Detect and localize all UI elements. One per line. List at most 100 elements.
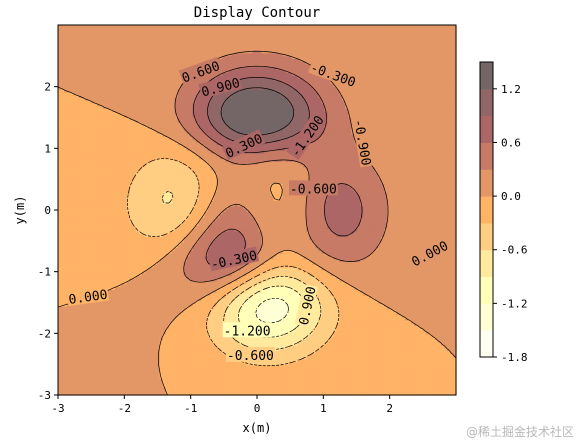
contour-band-cell — [66, 325, 71, 329]
contour-band-cell — [78, 369, 83, 374]
contour-band-cell — [108, 228, 113, 232]
contour-band-cell — [105, 91, 110, 96]
contour-band-cell — [111, 378, 116, 382]
contour-band-cell — [90, 236, 95, 240]
contour-band-cell — [99, 228, 104, 232]
contour-band-cell — [90, 241, 95, 246]
contour-band-cell — [84, 44, 89, 48]
contour-band-cell — [102, 147, 107, 151]
contour-band-cell — [99, 372, 104, 377]
contour-band-cell — [87, 322, 92, 327]
contour-band-cell — [108, 105, 113, 110]
contour-band-cell — [102, 144, 107, 149]
contour-band-cell — [87, 86, 92, 90]
contour-band-cell — [87, 353, 92, 357]
contour-band-cell — [60, 136, 65, 140]
contour-band-cell — [111, 219, 116, 224]
contour-band-cell — [58, 244, 62, 249]
contour-band-cell — [60, 25, 65, 29]
contour-band-cell — [96, 214, 101, 218]
contour-band-cell — [58, 292, 62, 296]
contour-band-cell — [63, 127, 68, 132]
contour-band-cell — [66, 108, 71, 112]
contour-band-cell — [63, 75, 68, 79]
contour-band-cell — [96, 350, 101, 354]
contour-band-cell — [87, 52, 92, 57]
contour-band-cell — [93, 102, 98, 107]
contour-band-cell — [114, 369, 119, 374]
contour-band-cell — [75, 108, 80, 112]
contour-band-cell — [81, 144, 86, 149]
contour-band-cell — [102, 367, 107, 371]
contour-band-cell — [60, 272, 65, 276]
contour-band-cell — [58, 219, 62, 224]
contour-band-cell — [93, 205, 98, 210]
contour-band-cell — [87, 58, 92, 62]
contour-band-cell — [105, 303, 110, 307]
contour-band-cell — [90, 144, 95, 149]
contour-band-cell — [102, 33, 107, 37]
contour-band-cell — [93, 75, 98, 79]
contour-band-cell — [63, 230, 68, 235]
contour-band-cell — [66, 280, 71, 285]
contour-band-cell — [75, 83, 80, 87]
contour-band-cell — [84, 150, 89, 154]
contour-band-cell — [58, 222, 62, 226]
contour-band-cell — [78, 378, 83, 382]
contour-band-cell — [78, 155, 83, 160]
contour-band-cell — [60, 283, 65, 288]
contour-band-cell — [108, 275, 113, 279]
contour-band-cell — [72, 275, 77, 279]
contour-band-cell — [108, 292, 113, 296]
contour-band-cell — [93, 55, 98, 59]
contour-band-cell — [87, 194, 92, 199]
contour-band-cell — [96, 236, 101, 240]
contour-band-cell — [63, 180, 68, 185]
contour-band-cell — [84, 372, 89, 377]
contour-band-cell — [58, 389, 62, 393]
contour-band-cell — [111, 161, 116, 165]
contour-band-cell — [84, 178, 89, 182]
contour-band-cell — [75, 125, 80, 129]
contour-band-cell — [99, 255, 104, 260]
contour-band-cell — [96, 166, 101, 171]
contour-band-cell — [102, 161, 107, 165]
contour-band-cell — [87, 125, 92, 129]
contour-band-cell — [90, 244, 95, 249]
contour-band-cell — [111, 339, 116, 343]
contour-band-cell — [108, 356, 113, 360]
contour-band-cell — [99, 150, 104, 154]
contour-band-cell — [93, 72, 98, 76]
contour-band-cell — [84, 158, 89, 162]
contour-band-cell — [102, 114, 107, 118]
contour-band-cell — [66, 392, 71, 396]
contour-band-cell — [66, 322, 71, 327]
contour-band-cell — [90, 88, 95, 93]
contour-band-cell — [102, 328, 107, 332]
contour-band-cell — [75, 267, 80, 271]
contour-band-cell — [96, 152, 101, 157]
contour-band-cell — [90, 180, 95, 185]
contour-band-cell — [58, 38, 62, 43]
contour-band-cell — [69, 94, 74, 98]
contour-band-cell — [99, 364, 104, 368]
contour-band-cell — [108, 272, 113, 276]
contour-band-cell — [102, 75, 107, 79]
contour-band-cell — [84, 91, 89, 96]
contour-band-cell — [87, 158, 92, 162]
contour-band-cell — [96, 283, 101, 288]
contour-band-cell — [87, 27, 92, 32]
contour-band-cell — [60, 30, 65, 34]
contour-band-cell — [78, 36, 83, 40]
contour-band-cell — [111, 289, 116, 293]
contour-band-cell — [81, 328, 86, 332]
contour-band-cell — [105, 169, 110, 174]
contour-band-cell — [84, 122, 89, 126]
contour-band-cell — [108, 52, 113, 57]
contour-band-cell — [60, 230, 65, 235]
contour-band-cell — [58, 183, 62, 187]
contour-band-cell — [99, 356, 104, 360]
contour-band-cell — [108, 369, 113, 374]
contour-band-cell — [114, 344, 119, 349]
contour-band-cell — [84, 36, 89, 40]
